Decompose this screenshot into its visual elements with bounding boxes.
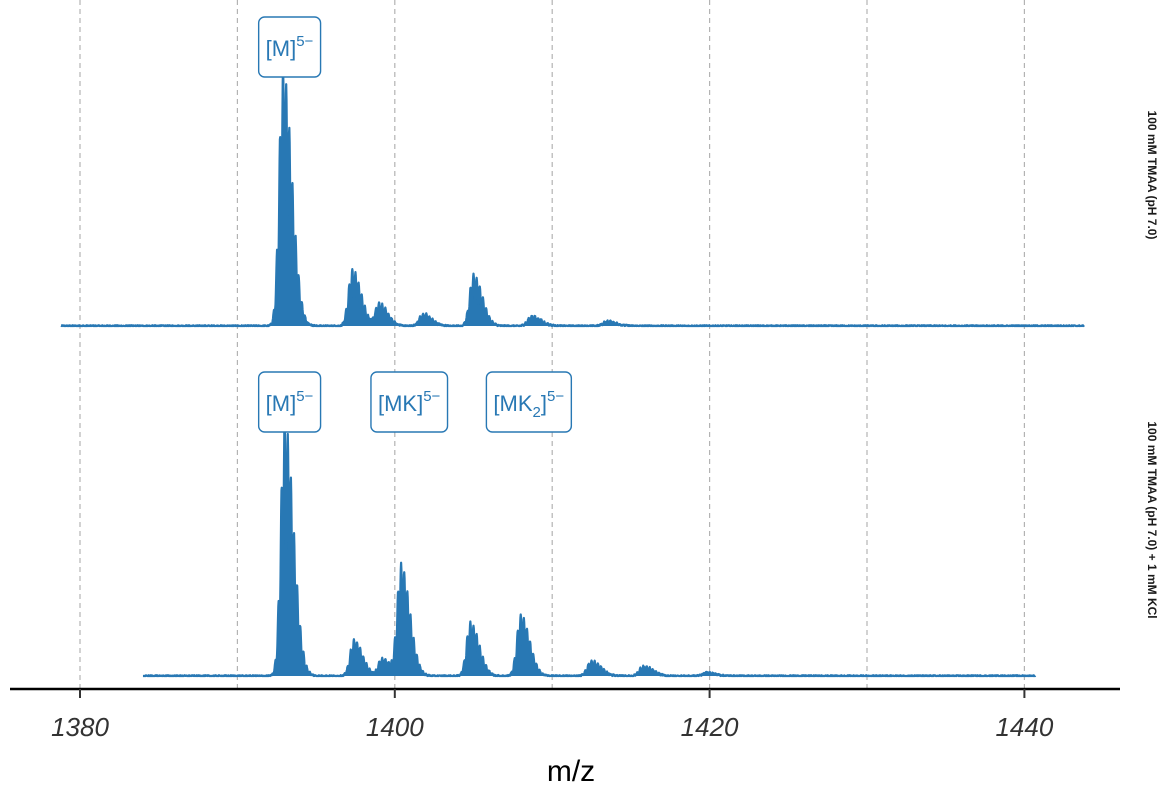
vertical-gridlines [79, 0, 1026, 688]
panel-strip-label: 100 mM TMAA (pH 7.0) + 1 mM KCl [1145, 421, 1159, 618]
peak-annotation-label: [M]5− [266, 388, 314, 416]
peak-annotation: [M]5− [257, 371, 322, 433]
x-tick-label: 1440 [995, 712, 1053, 742]
x-tick-label: 1380 [51, 712, 109, 742]
spectrum-line [60, 67, 1085, 328]
peak-annotation: [M]5− [257, 16, 322, 78]
peak-annotation-label: [MK]5− [378, 388, 441, 416]
x-tick-label: 1420 [681, 712, 739, 742]
peak-annotation-box [257, 371, 322, 433]
peak-annotation-label: [MK2]5− [493, 388, 564, 421]
spectrum-panel-2: [M]5− [MK]5− [MK2]5− [142, 371, 1037, 678]
x-tick-label: 1400 [366, 712, 424, 742]
peak-annotation-box [485, 371, 573, 433]
spectrum-panel-1: [M]5− [60, 16, 1085, 328]
spectrum-line [142, 417, 1037, 678]
peak-annotation-label: [M]5− [266, 33, 314, 61]
panel-strip-labels: 100 mM TMAA (pH 7.0) 100 mM TMAA (pH 7.0)… [1145, 111, 1159, 619]
x-axis-title: m/z [547, 755, 595, 788]
peak-annotation: [MK2]5− [485, 371, 573, 433]
peak-annotation-box [370, 371, 449, 433]
panel-strip-label: 100 mM TMAA (pH 7.0) [1145, 111, 1159, 240]
spectrum-fill [61, 68, 1085, 327]
spectrum-panels: [M]5− [M]5− [MK]5− [MK2]5− [60, 16, 1085, 678]
peak-annotation-box [257, 16, 322, 78]
x-axis-ticks: 1380 1400 1420 1440 [51, 689, 1054, 742]
peak-annotation: [MK]5− [370, 371, 449, 433]
